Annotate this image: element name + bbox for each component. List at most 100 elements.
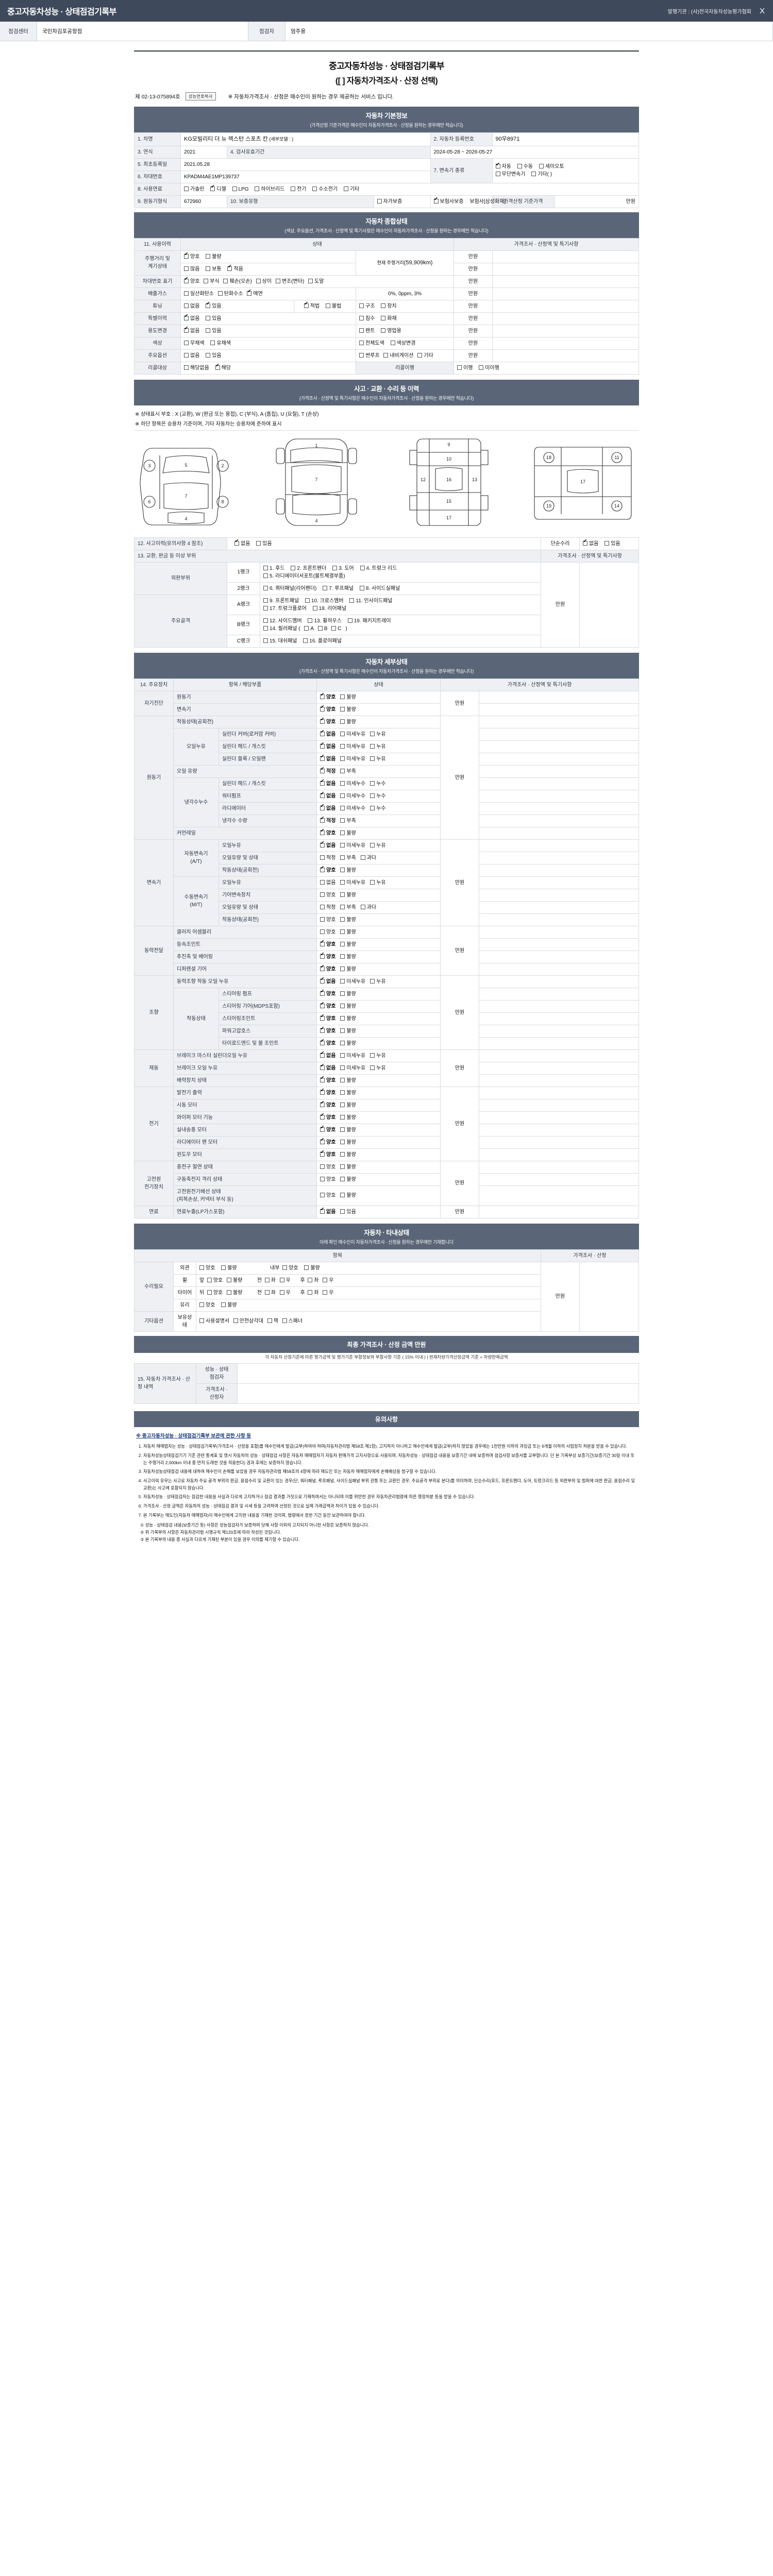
value-simple-repair[interactable]: 없음 있음 bbox=[579, 537, 639, 550]
detail-state-options[interactable]: 양호 불량 bbox=[316, 1098, 441, 1112]
checkbox-icon[interactable] bbox=[340, 743, 345, 749]
close-icon[interactable]: X bbox=[759, 6, 765, 15]
checkbox-icon[interactable] bbox=[340, 855, 345, 860]
cb-exterior-good[interactable]: 양호 bbox=[199, 1264, 215, 1272]
checkbox-icon[interactable] bbox=[320, 804, 325, 810]
detail-state-options[interactable]: 없음 미세누유 누유 bbox=[316, 876, 441, 889]
checkbox-icon[interactable] bbox=[320, 917, 325, 922]
checkbox-icon[interactable] bbox=[360, 855, 365, 860]
cb-양호[interactable]: 양호 bbox=[320, 964, 335, 973]
detail-state-options[interactable]: 없음 있음 bbox=[316, 1205, 441, 1218]
cb-미세누수[interactable]: 미세누수 bbox=[340, 780, 365, 788]
cb-recall-na[interactable]: 해당없음 bbox=[184, 364, 209, 372]
row-vin-mark-state[interactable]: 양호 부식 훼손(오손) 상이 변조(변타) 도말 bbox=[180, 275, 454, 288]
checkbox-icon[interactable] bbox=[320, 929, 325, 934]
checkbox-icon[interactable] bbox=[320, 1113, 325, 1120]
copy-performance-number-button[interactable]: 성능번호복사 bbox=[185, 92, 216, 100]
cb-누유[interactable]: 누유 bbox=[370, 1064, 386, 1072]
row-mileage-state1[interactable]: 양호 불량 bbox=[180, 250, 356, 263]
cb-부족[interactable]: 부족 bbox=[340, 854, 356, 862]
detail-remark-cell[interactable] bbox=[479, 999, 639, 1013]
cb-usechange-rent[interactable]: 렌트 bbox=[359, 327, 375, 335]
checkbox-icon[interactable] bbox=[320, 1063, 325, 1070]
detail-state-options[interactable]: 적정 부족 과다 bbox=[316, 851, 441, 865]
detail-state-options[interactable]: 양호 불량 bbox=[316, 1012, 441, 1025]
cb-tuning-legal[interactable]: 적법 bbox=[304, 301, 320, 310]
cb-미세누유[interactable]: 미세누유 bbox=[340, 755, 365, 763]
cb-special-none[interactable]: 없음 bbox=[184, 314, 199, 323]
cb-있음[interactable]: 있음 bbox=[340, 1208, 356, 1216]
checkbox-icon[interactable] bbox=[340, 904, 345, 909]
checkbox-icon[interactable] bbox=[370, 756, 375, 761]
cb-interior-good[interactable]: 양호 bbox=[282, 1264, 298, 1272]
checkbox-icon[interactable] bbox=[360, 904, 365, 909]
detail-remark-cell[interactable] bbox=[479, 826, 639, 840]
detail-state-options[interactable]: 없음 미세누유 누유 bbox=[316, 1049, 441, 1062]
checkbox-icon[interactable] bbox=[370, 842, 375, 848]
detail-remark-cell[interactable] bbox=[479, 1148, 639, 1161]
checkbox-icon[interactable] bbox=[340, 805, 345, 810]
cb-불량[interactable]: 불량 bbox=[340, 1176, 356, 1183]
detail-remark-cell[interactable] bbox=[479, 1037, 639, 1050]
cb-누유[interactable]: 누유 bbox=[370, 743, 386, 751]
cb-vin-damage[interactable]: 훼손(오손) bbox=[223, 278, 252, 285]
row-tuning-remark[interactable] bbox=[492, 299, 639, 313]
checkbox-icon[interactable] bbox=[320, 828, 325, 835]
cb-option-navi[interactable]: 내비게이션 bbox=[383, 352, 413, 360]
checkbox-icon[interactable] bbox=[370, 805, 375, 810]
row-mileage-remark1[interactable] bbox=[492, 250, 639, 263]
cb-양호[interactable]: 양호 bbox=[320, 1002, 335, 1010]
cb-양호[interactable]: 양호 bbox=[320, 1026, 335, 1035]
checkbox-icon[interactable] bbox=[320, 816, 325, 823]
cb-ext-door[interactable]: 3. 도어 bbox=[332, 565, 354, 572]
checkbox-icon[interactable] bbox=[340, 1114, 345, 1120]
checkbox-icon[interactable] bbox=[340, 991, 345, 996]
checkbox-icon[interactable] bbox=[320, 692, 325, 699]
cb-special-yes[interactable]: 있음 bbox=[206, 315, 222, 323]
checkbox-icon[interactable] bbox=[320, 1207, 325, 1214]
cb-불량[interactable]: 불량 bbox=[340, 1192, 356, 1199]
row-option-state[interactable]: 없음 있음 bbox=[180, 349, 356, 362]
checkbox-icon[interactable] bbox=[340, 1077, 345, 1082]
checkbox-icon[interactable] bbox=[370, 1065, 375, 1070]
cb-불량[interactable]: 불량 bbox=[340, 953, 356, 961]
row-usechange-remark[interactable] bbox=[492, 324, 639, 337]
tires-price-cell[interactable]: 만원 bbox=[541, 1261, 580, 1332]
detail-price-cell[interactable]: 만원 bbox=[440, 690, 480, 716]
detail-remark-cell[interactable] bbox=[479, 765, 639, 778]
cb-미세누유[interactable]: 미세누유 bbox=[340, 743, 365, 751]
checkbox-icon[interactable] bbox=[320, 1014, 325, 1021]
cb-양호[interactable]: 양호 bbox=[320, 1176, 335, 1183]
cb-양호[interactable]: 양호 bbox=[320, 916, 335, 924]
checkbox-icon[interactable] bbox=[340, 818, 345, 823]
cb-frm-crossmember[interactable]: 10. 크로스멤버 bbox=[305, 597, 344, 605]
row-vin-remark[interactable] bbox=[492, 275, 639, 288]
cb-없음[interactable]: 없음 bbox=[320, 804, 335, 812]
checkbox-icon[interactable] bbox=[340, 1090, 345, 1095]
detail-remark-cell[interactable] bbox=[479, 690, 639, 704]
checkbox-icon[interactable] bbox=[320, 1039, 325, 1045]
detail-remark-cell[interactable] bbox=[479, 789, 639, 803]
cb-미세누수[interactable]: 미세누수 bbox=[340, 792, 365, 800]
detail-state-options[interactable]: 없음 미세누수 누수 bbox=[316, 777, 441, 790]
detail-state-options[interactable]: 양호 불량 bbox=[316, 1111, 441, 1124]
cb-ext-radiator-support[interactable]: 5. 라디에이터서포트(볼트체결부품) bbox=[263, 572, 345, 580]
checkbox-icon[interactable] bbox=[340, 1015, 345, 1021]
cb-other-jack[interactable]: 잭 bbox=[267, 1317, 278, 1325]
cb-tuning-none[interactable]: 없음 bbox=[184, 302, 199, 310]
cb-wheel-front-bad[interactable]: 불량 bbox=[226, 1277, 242, 1284]
cb-option-yes[interactable]: 있음 bbox=[206, 352, 222, 360]
detail-remark-cell[interactable] bbox=[479, 1136, 639, 1149]
row-emission-remark[interactable] bbox=[492, 287, 639, 300]
cb-불량[interactable]: 불량 bbox=[340, 891, 356, 899]
cb-양호[interactable]: 양호 bbox=[320, 828, 335, 837]
cb-vin-altered[interactable]: 변조(변타) bbox=[275, 278, 304, 285]
cb-tuning-illegal[interactable]: 불법 bbox=[325, 302, 341, 310]
checkbox-icon[interactable] bbox=[340, 1040, 345, 1045]
rank-2-items[interactable]: 6. 쿼터패널(리어펜더) 7. 루프패널 8. 사이드실패널 bbox=[260, 582, 541, 595]
cb-other-spanner[interactable]: 스패너 bbox=[282, 1317, 303, 1325]
detail-state-options[interactable]: 양호 불량 bbox=[316, 950, 441, 963]
checkbox-icon[interactable] bbox=[320, 1051, 325, 1058]
detail-remark-cell[interactable] bbox=[479, 876, 639, 889]
cb-미세누유[interactable]: 미세누유 bbox=[340, 1052, 365, 1060]
